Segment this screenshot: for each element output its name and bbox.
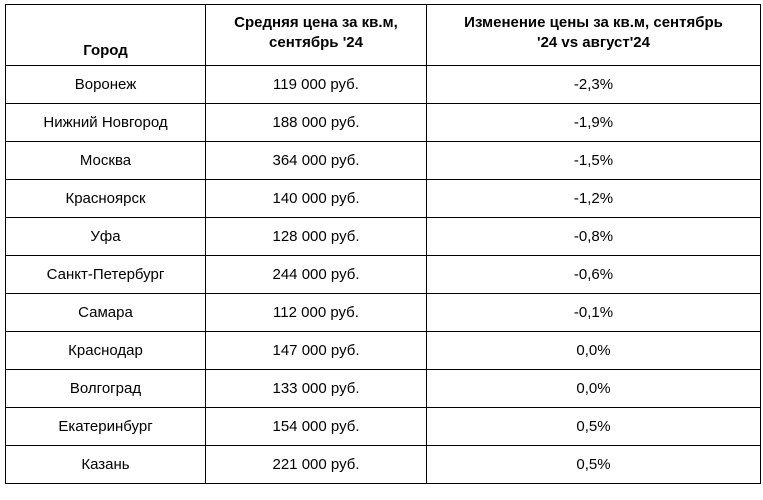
avg-price-cell: 244 000 руб.	[205, 255, 427, 294]
city-cell: Казань	[5, 445, 206, 484]
price-change-cell: 0,0%	[426, 331, 761, 370]
avg-price-cell: 140 000 руб.	[205, 179, 427, 218]
city-header-label: Город	[83, 42, 128, 59]
table-row: Екатеринбург 154 000 руб. 0,5%	[5, 407, 761, 446]
avg-price-cell: 128 000 руб.	[205, 217, 427, 256]
avg-price-column-header: Средняя цена за кв.м, сентябрь '24	[205, 4, 427, 66]
city-cell: Нижний Новгород	[5, 103, 206, 142]
table-row: Нижний Новгород 188 000 руб. -1,9%	[5, 103, 761, 142]
price-change-cell: -1,9%	[426, 103, 761, 142]
price-change-cell: 0,5%	[426, 407, 761, 446]
table-row: Воронеж 119 000 руб. -2,3%	[5, 65, 761, 104]
avg-price-cell: 188 000 руб.	[205, 103, 427, 142]
table-row: Самара 112 000 руб. -0,1%	[5, 293, 761, 332]
change-header-line2: '24 vs август'24	[537, 34, 650, 51]
table-row: Казань 221 000 руб. 0,5%	[5, 445, 761, 484]
table-row: Уфа 128 000 руб. -0,8%	[5, 217, 761, 256]
table-row: Санкт-Петербург 244 000 руб. -0,6%	[5, 255, 761, 294]
table-header: Город Средняя цена за кв.м, сентябрь '24…	[5, 4, 761, 66]
table-body: Воронеж 119 000 руб. -2,3% Нижний Новгород 1…	[5, 65, 761, 484]
table-row: Краснодар 147 000 руб. 0,0%	[5, 331, 761, 370]
price-change-cell: 0,5%	[426, 445, 761, 484]
avg-price-cell: 133 000 руб.	[205, 369, 427, 408]
price-change-cell: -0,8%	[426, 217, 761, 256]
price-change-cell: -0,1%	[426, 293, 761, 332]
price-change-cell: -1,2%	[426, 179, 761, 218]
city-cell: Уфа	[5, 217, 206, 256]
price-change-cell: -0,6%	[426, 255, 761, 294]
price-change-cell: -1,5%	[426, 141, 761, 180]
price-table: Город Средняя цена за кв.м, сентябрь '24…	[5, 4, 761, 484]
city-cell: Воронеж	[5, 65, 206, 104]
city-cell: Москва	[5, 141, 206, 180]
avg-price-header-line2: сентябрь '24	[269, 34, 363, 51]
avg-price-cell: 119 000 руб.	[205, 65, 427, 104]
table-row: Москва 364 000 руб. -1,5%	[5, 141, 761, 180]
avg-price-cell: 112 000 руб.	[205, 293, 427, 332]
city-cell: Волгоград	[5, 369, 206, 408]
header-row: Город Средняя цена за кв.м, сентябрь '24…	[5, 4, 761, 66]
city-cell: Краснодар	[5, 331, 206, 370]
avg-price-cell: 154 000 руб.	[205, 407, 427, 446]
table-row: Волгоград 133 000 руб. 0,0%	[5, 369, 761, 408]
price-change-column-header: Изменение цены за кв.м, сентябрь '24 vs …	[426, 4, 761, 66]
avg-price-cell: 364 000 руб.	[205, 141, 427, 180]
avg-price-cell: 147 000 руб.	[205, 331, 427, 370]
price-change-cell: 0,0%	[426, 369, 761, 408]
price-change-cell: -2,3%	[426, 65, 761, 104]
city-cell: Санкт-Петербург	[5, 255, 206, 294]
change-header-line1: Изменение цены за кв.м, сентябрь	[464, 14, 723, 31]
city-cell: Самара	[5, 293, 206, 332]
city-cell: Красноярск	[5, 179, 206, 218]
city-column-header: Город	[5, 4, 206, 66]
avg-price-cell: 221 000 руб.	[205, 445, 427, 484]
avg-price-header-line1: Средняя цена за кв.м,	[234, 14, 398, 31]
table-row: Красноярск 140 000 руб. -1,2%	[5, 179, 761, 218]
city-cell: Екатеринбург	[5, 407, 206, 446]
